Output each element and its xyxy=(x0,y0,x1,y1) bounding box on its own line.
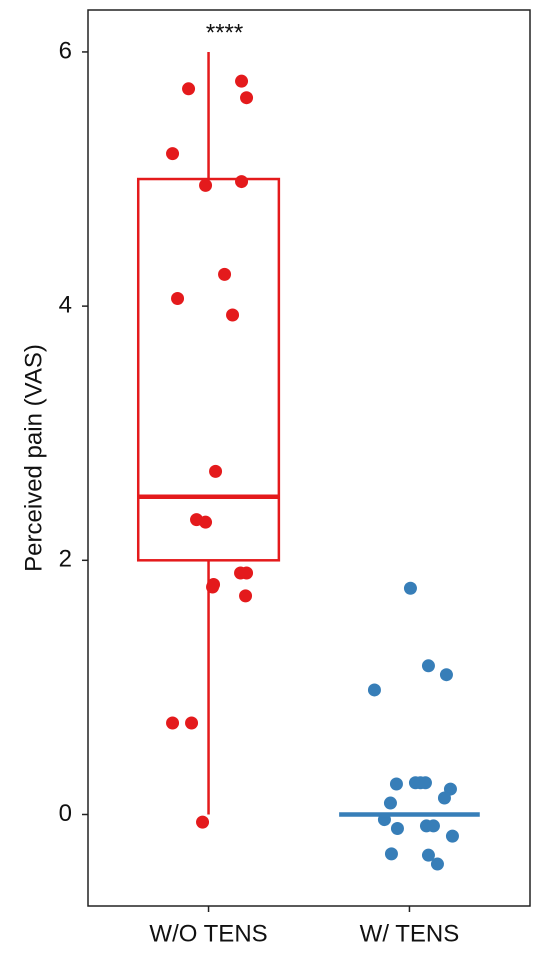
y-axis-label: Perceived pain (VAS) xyxy=(20,344,47,572)
significance-annotation: **** xyxy=(206,19,243,46)
data-point xyxy=(199,178,213,192)
data-point xyxy=(445,829,459,843)
data-point xyxy=(185,716,199,730)
data-point xyxy=(384,847,398,861)
data-point xyxy=(240,566,254,580)
data-point xyxy=(390,821,404,835)
data-point xyxy=(426,819,440,833)
plot-panel xyxy=(87,9,531,907)
x-tick-label: W/O TENS xyxy=(149,920,267,947)
data-point xyxy=(206,580,220,594)
data-point xyxy=(421,848,435,862)
data-point xyxy=(439,668,453,682)
data-point xyxy=(196,815,210,829)
data-point xyxy=(209,464,223,478)
data-point xyxy=(239,589,253,603)
data-point xyxy=(430,857,444,871)
y-tick-label: 0 xyxy=(59,800,72,827)
data-point xyxy=(166,147,180,161)
data-point xyxy=(421,659,435,673)
data-point xyxy=(218,267,232,281)
data-point xyxy=(235,175,249,189)
data-point xyxy=(182,82,196,96)
y-tick-label: 4 xyxy=(59,291,72,318)
data-point xyxy=(403,581,417,595)
y-tick-label: 2 xyxy=(59,546,72,573)
data-point xyxy=(235,74,249,88)
data-point xyxy=(377,813,391,827)
data-point xyxy=(367,683,381,697)
data-point xyxy=(418,776,432,790)
data-point xyxy=(199,515,213,529)
x-tick-label: W/ TENS xyxy=(360,920,460,947)
data-point xyxy=(383,796,397,810)
data-point xyxy=(166,716,180,730)
y-tick-label: 6 xyxy=(59,37,72,64)
data-point xyxy=(437,791,451,805)
data-point xyxy=(389,777,403,791)
data-point xyxy=(240,91,254,105)
data-point xyxy=(226,308,240,322)
box xyxy=(136,177,281,562)
data-point xyxy=(171,291,185,305)
